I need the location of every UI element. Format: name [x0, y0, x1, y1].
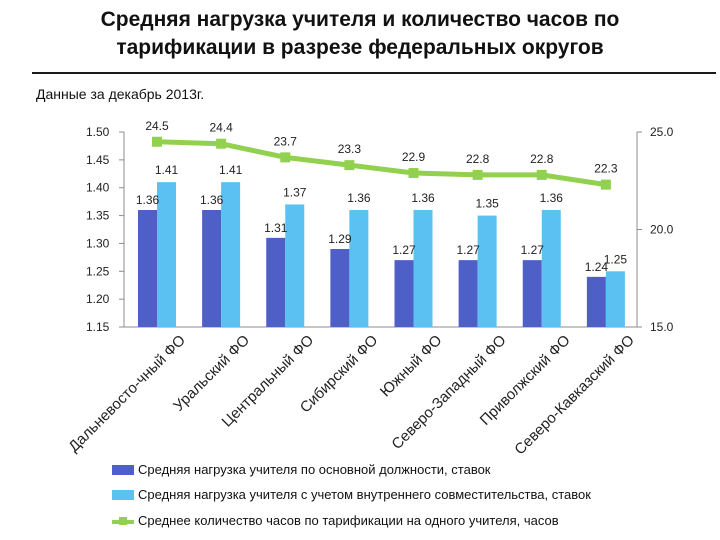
- data-label-hours: 22.8: [530, 152, 554, 166]
- data-label-combined-load: 1.36: [347, 191, 371, 205]
- y-left-tick-label: 1.25: [86, 264, 110, 278]
- bar-combined-load: [605, 271, 625, 327]
- bar-main-load: [330, 249, 350, 327]
- data-label-combined-load: 1.37: [283, 185, 307, 199]
- data-label-hours: 24.4: [209, 121, 233, 135]
- x-tick-label: Дальневосто-чный ФО: [65, 332, 189, 456]
- bar-combined-load: [285, 204, 305, 327]
- line-marker: [216, 138, 227, 149]
- bar-main-load: [202, 210, 222, 327]
- line-hours: [156, 139, 607, 188]
- bar-main-load: [522, 260, 542, 327]
- y-left-tick-label: 1.45: [86, 153, 110, 167]
- data-label-combined-load: 1.35: [475, 197, 499, 211]
- data-label-main-load: 1.27: [521, 243, 545, 257]
- legend-swatch: [112, 517, 134, 525]
- y-right-tick-label: 15.0: [650, 320, 674, 334]
- line-marker: [344, 160, 355, 171]
- data-label-combined-load: 1.36: [411, 191, 435, 205]
- line-marker: [472, 169, 483, 180]
- chart-title: Средняя нагрузка учителя и количество ча…: [0, 6, 720, 62]
- y-left-tick-label: 1.40: [86, 181, 110, 195]
- data-label-hours: 22.8: [466, 152, 490, 166]
- title-line-1: Средняя нагрузка учителя и количество ча…: [100, 8, 620, 31]
- y-left-tick-label: 1.35: [86, 209, 110, 223]
- legend-label: Средняя нагрузка учителя по основной дол…: [138, 462, 491, 477]
- bar-main-load: [138, 210, 157, 327]
- x-tick-label: Южный ФО: [377, 332, 446, 401]
- legend-marker: [119, 517, 127, 525]
- data-label-hours: 23.3: [338, 142, 362, 156]
- bar-main-load: [458, 260, 478, 327]
- bar-combined-load: [349, 210, 369, 327]
- line-marker: [600, 179, 611, 190]
- data-label-hours: 22.3: [594, 162, 618, 176]
- x-tick-label: Северо-Кавказский ФО: [511, 332, 637, 458]
- bar-combined-load: [477, 215, 497, 327]
- data-label-combined-load: 1.41: [219, 163, 243, 177]
- legend-label: Средняя нагрузка учителя с учетом внутре…: [138, 487, 591, 502]
- title-divider: [32, 72, 716, 74]
- line-marker: [408, 167, 419, 178]
- y-left-tick-label: 1.15: [86, 320, 110, 334]
- data-label-main-load: 1.31: [264, 221, 288, 235]
- bar-combined-load: [541, 210, 561, 327]
- bar-main-load: [394, 260, 414, 327]
- bar-main-load: [586, 276, 606, 327]
- data-label-combined-load: 1.41: [155, 163, 179, 177]
- y-right-tick-label: 20.0: [650, 223, 674, 237]
- legend-swatch: [112, 465, 134, 475]
- data-label-main-load: 1.36: [136, 193, 160, 207]
- data-label-hours: 22.9: [402, 150, 426, 164]
- bar-combined-load: [413, 210, 433, 327]
- x-tick-label: Северо-Западный ФО: [388, 332, 509, 453]
- data-label-combined-load: 1.36: [540, 191, 564, 205]
- bar-combined-load: [221, 182, 241, 327]
- chart-subtitle: Данные за декабрь 2013г.: [36, 86, 205, 102]
- y-left-tick-label: 1.20: [86, 292, 110, 306]
- y-left-tick-label: 1.30: [86, 236, 110, 250]
- bar-main-load: [266, 237, 286, 327]
- y-right-tick-label: 25.0: [650, 125, 674, 139]
- data-label-main-load: 1.24: [585, 260, 609, 274]
- data-label-main-load: 1.36: [200, 193, 224, 207]
- line-marker: [152, 136, 162, 147]
- data-label-main-load: 1.27: [456, 243, 480, 257]
- data-label-hours: 24.5: [145, 119, 169, 133]
- title-line-2: тарификации в разрезе федеральных округо…: [116, 36, 604, 59]
- data-label-main-load: 1.29: [328, 232, 352, 246]
- legend-label: Среднее количество часов по тарификации …: [138, 513, 559, 528]
- data-label-main-load: 1.27: [392, 243, 416, 257]
- y-left-tick-label: 1.50: [86, 125, 110, 139]
- data-label-hours: 23.7: [274, 134, 298, 148]
- bar-combined-load: [157, 182, 176, 327]
- legend-swatch: [112, 490, 134, 500]
- line-marker: [536, 169, 547, 180]
- line-marker: [280, 152, 291, 163]
- data-label-combined-load: 1.25: [604, 252, 628, 266]
